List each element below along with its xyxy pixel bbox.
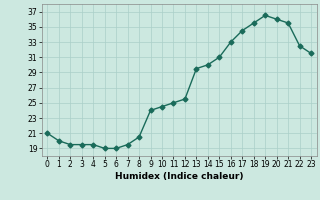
X-axis label: Humidex (Indice chaleur): Humidex (Indice chaleur) [115,172,244,181]
